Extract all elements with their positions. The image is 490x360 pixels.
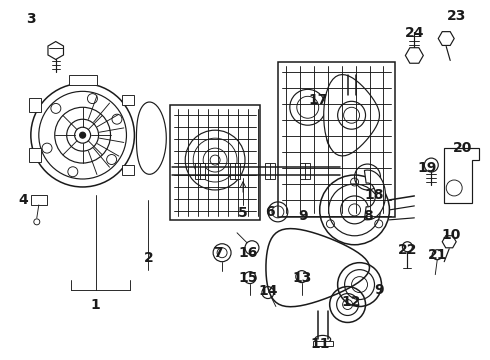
Text: 4: 4 [18,193,28,207]
Polygon shape [122,95,134,105]
Text: 2: 2 [144,251,153,265]
Text: 19: 19 [417,161,437,175]
Text: 23: 23 [446,9,466,23]
Text: 11: 11 [310,337,329,351]
Text: 7: 7 [213,246,223,260]
Text: 22: 22 [397,243,417,257]
Polygon shape [31,195,47,205]
Text: 12: 12 [342,294,361,309]
Bar [171,105,260,220]
Polygon shape [265,163,275,179]
Text: 17: 17 [308,93,327,107]
Text: 18: 18 [365,188,384,202]
Circle shape [80,132,86,138]
Text: 14: 14 [258,284,278,298]
Polygon shape [48,41,64,59]
Polygon shape [405,48,423,63]
Polygon shape [266,229,369,307]
Text: 16: 16 [238,246,258,260]
Polygon shape [313,341,333,346]
Polygon shape [324,75,379,156]
Polygon shape [230,163,240,179]
Polygon shape [69,75,97,85]
Text: 9: 9 [375,283,384,297]
Text: 6: 6 [265,205,275,219]
Text: 24: 24 [405,26,424,40]
Polygon shape [365,170,386,220]
Bar [278,62,395,217]
Text: 1: 1 [91,297,100,311]
Text: 13: 13 [292,271,312,285]
Polygon shape [442,236,456,248]
Polygon shape [300,163,310,179]
Polygon shape [29,148,41,162]
Text: 20: 20 [452,141,472,155]
Text: 3: 3 [26,12,36,26]
Text: 10: 10 [441,228,461,242]
Text: 8: 8 [363,209,372,223]
Polygon shape [29,98,41,112]
Polygon shape [136,102,166,174]
Text: 15: 15 [238,271,258,285]
Text: 5: 5 [238,206,248,220]
Polygon shape [444,148,479,203]
Polygon shape [122,165,134,175]
Text: 9: 9 [298,209,308,223]
Polygon shape [195,163,205,179]
Polygon shape [438,32,454,45]
Text: 21: 21 [427,248,447,262]
